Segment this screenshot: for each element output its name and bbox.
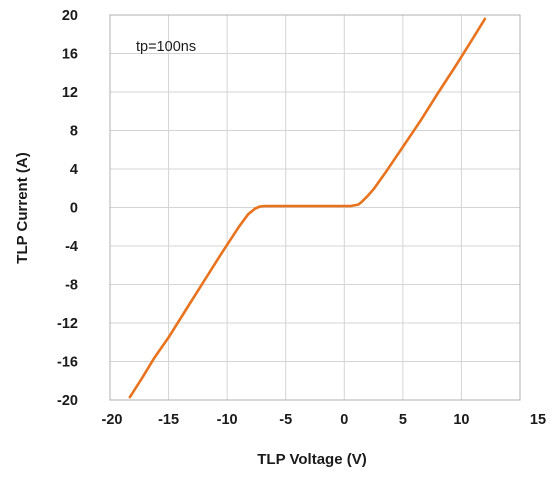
y-axis-title: TLP Current (A) <box>14 152 31 263</box>
y-tick-label: -12 <box>57 316 78 332</box>
x-tick-label: -10 <box>217 412 238 428</box>
x-axis-title: TLP Voltage (V) <box>257 451 366 468</box>
y-tick-label: -4 <box>65 239 78 255</box>
x-tick-label: -20 <box>102 412 123 428</box>
x-tick-label: 0 <box>340 412 348 428</box>
x-tick-labels: -20 -15 -10 -5 0 5 10 15 <box>102 412 547 428</box>
x-tick-label: 10 <box>453 412 469 428</box>
plot-frame <box>109 14 521 401</box>
y-tick-label: 20 <box>62 8 78 24</box>
grid <box>109 14 521 401</box>
y-tick-label: 0 <box>70 201 78 217</box>
y-tick-label: 12 <box>62 85 78 101</box>
y-tick-label: 8 <box>70 124 78 140</box>
x-tick-label: -15 <box>158 412 179 428</box>
y-tick-label: 16 <box>62 47 78 63</box>
x-tick-label: 15 <box>530 412 546 428</box>
y-tick-label: -20 <box>57 393 78 409</box>
pulse-width-annotation: tp=100ns <box>136 39 196 55</box>
iv-curve-line <box>128 17 487 399</box>
x-tick-label: 5 <box>399 412 407 428</box>
y-tick-label: -16 <box>57 355 78 371</box>
y-tick-labels: 20 16 12 8 4 0 -4 -8 -12 -16 -20 <box>57 8 78 409</box>
x-tick-label: -5 <box>279 412 292 428</box>
series-layer <box>128 17 487 399</box>
y-tick-label: -8 <box>65 278 78 294</box>
y-tick-label: 4 <box>70 162 78 178</box>
